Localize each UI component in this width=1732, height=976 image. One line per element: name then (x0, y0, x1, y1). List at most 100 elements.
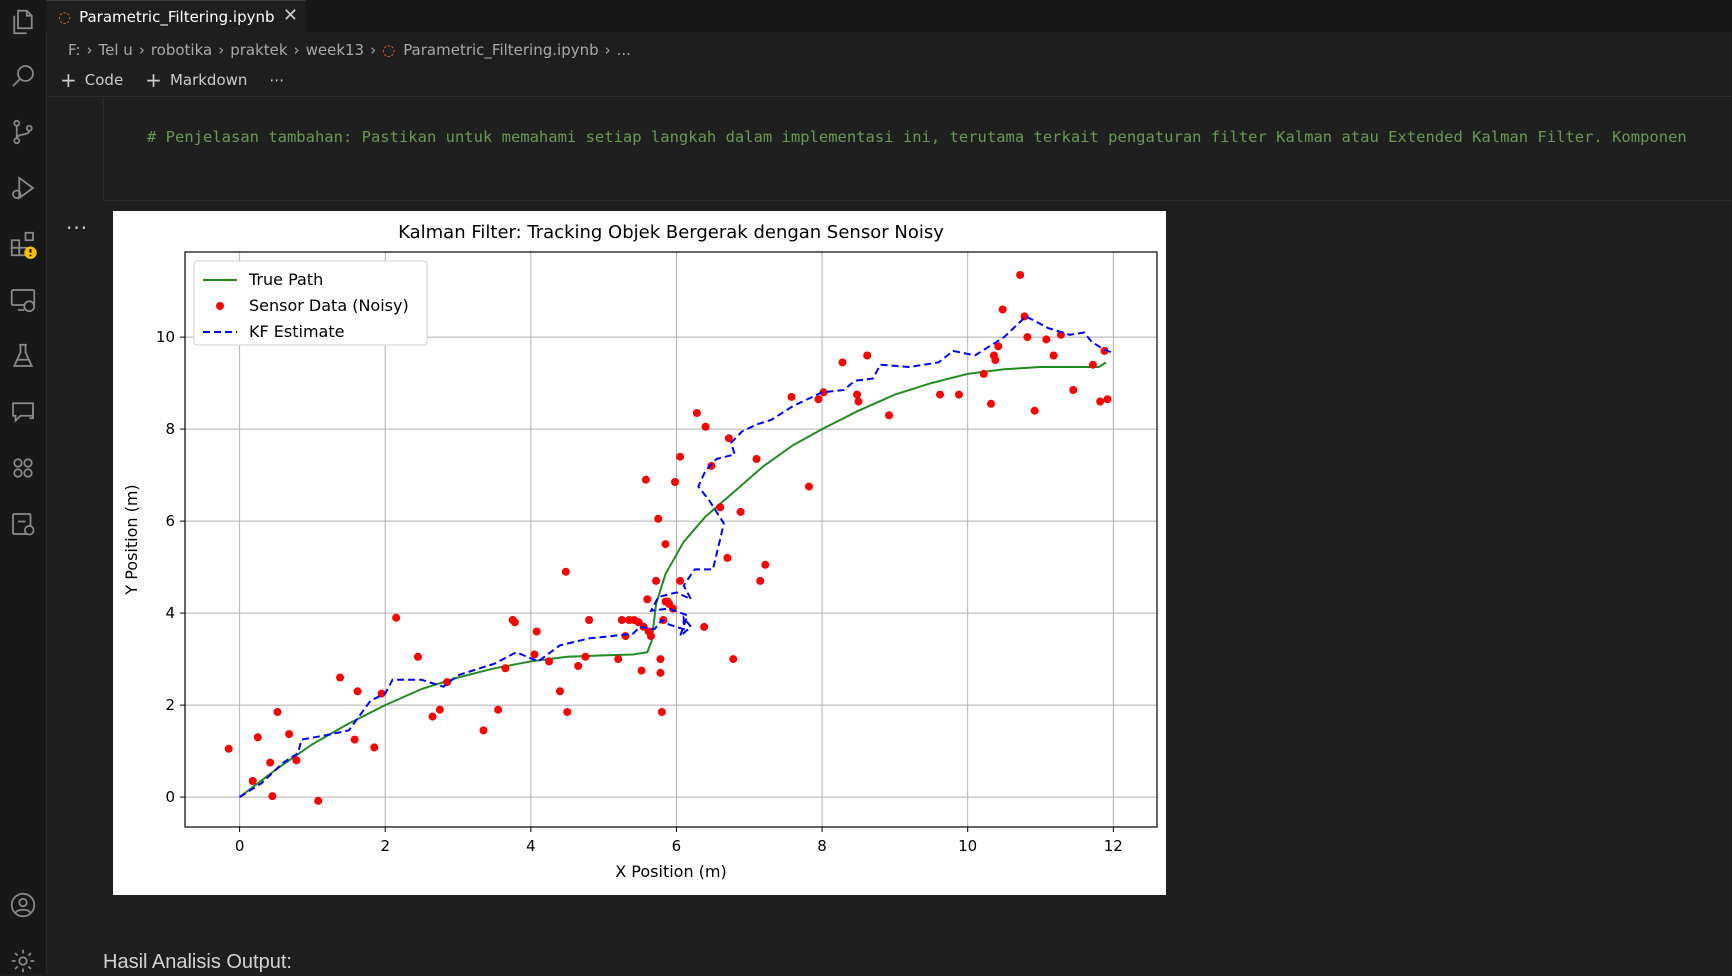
tab-label: Parametric_Filtering.ipynb (79, 7, 275, 26)
kf-estimate-line (239, 315, 1114, 798)
add-code-cell-button[interactable]: + Code (60, 70, 123, 90)
breadcrumb-item[interactable]: Parametric_Filtering.ipynb (403, 41, 599, 59)
breadcrumb-item[interactable]: week13 (305, 41, 365, 59)
sensor-data-point (479, 726, 488, 735)
extensions-icon[interactable] (0, 224, 46, 264)
output-actions-button[interactable]: ... (66, 210, 89, 234)
true-path-line (238, 361, 1107, 798)
sensor-data-point (563, 708, 572, 716)
remote-explorer-icon[interactable] (0, 280, 46, 320)
plus-icon: + (60, 68, 77, 92)
more-actions-button[interactable]: ⋯ (269, 71, 284, 89)
sensor-data-point (268, 792, 277, 801)
add-code-label: Code (84, 71, 124, 89)
breadcrumb-item[interactable]: praktek (230, 41, 288, 59)
breadcrumb-item[interactable]: robotika (150, 41, 213, 59)
explorer-icon[interactable] (0, 2, 46, 42)
sensor-data-point (979, 369, 988, 378)
jupyter-notebook-icon: ◌ (382, 41, 396, 59)
x-tick-label: 12 (1104, 837, 1123, 855)
plot-output: 0 2 4 6 8 10 12 0 2 4 6 8 10 Kalman Filter: Tracking … (113, 211, 1166, 895)
sensor-data-point (1023, 333, 1032, 342)
sensor-data-point (336, 673, 345, 682)
chat-icon[interactable] (0, 392, 46, 432)
settings-sync-icon[interactable] (0, 504, 46, 544)
sensor-data-point (1103, 395, 1112, 404)
sensor-data-point (729, 655, 738, 664)
tab-parametric-filtering[interactable]: ◌ Parametric_Filtering.ipynb ✕ (46, 0, 306, 32)
sensor-data-point (501, 664, 510, 673)
run-debug-icon[interactable] (0, 168, 46, 208)
chevron-right-icon: › (293, 41, 300, 59)
close-icon[interactable]: ✕ (282, 5, 298, 26)
search-icon[interactable] (0, 56, 46, 96)
chevron-right-icon: › (138, 41, 145, 59)
sensor-data-point (752, 455, 761, 463)
more-actions-icon: ⋯ (269, 71, 285, 89)
add-markdown-cell-button[interactable]: + Markdown (145, 70, 247, 90)
y-tick-label: 0 (165, 788, 175, 806)
y-axis-label: Y Position (m) (122, 484, 141, 595)
y-tick-label: 4 (165, 604, 175, 622)
sensor-data-point (701, 422, 710, 431)
sensor-data-point (676, 452, 685, 461)
plot-frame (184, 251, 1158, 828)
sensor-data-point (574, 662, 583, 670)
sensor-data-point (428, 712, 437, 721)
breadcrumb: F: › Tel u › robotika › praktek › week13 › ◌ Parame… (68, 38, 631, 62)
breadcrumb-item[interactable]: Tel u (98, 41, 133, 59)
x-tick-label: 6 (672, 837, 682, 855)
sensor-data-point (314, 796, 323, 805)
sensor-data-point (761, 560, 770, 569)
source-control-icon[interactable] (0, 112, 46, 152)
sensor-data-point (656, 655, 665, 664)
sensor-data-point (435, 705, 444, 714)
code-cell[interactable]: # Penjelasan tambahan: Pastikan untuk me… (103, 98, 1732, 201)
sensor-data-point (266, 758, 275, 767)
x-tick-label: 8 (817, 837, 827, 855)
sensor-data-point (853, 390, 862, 399)
sensor-data-point (292, 756, 301, 765)
extension-packs-icon[interactable] (0, 448, 46, 488)
sensor-data-point (581, 652, 590, 661)
breadcrumb-item[interactable]: F: (68, 41, 81, 59)
sensor-data-point (1100, 346, 1109, 355)
testing-icon[interactable] (0, 336, 46, 376)
sensor-data-point (756, 576, 765, 585)
sensor-data-point (692, 409, 701, 417)
sensor-data-point (530, 650, 539, 659)
plus-icon: + (145, 68, 162, 92)
sensor-data-point (654, 514, 663, 523)
sensor-data-point (273, 708, 282, 716)
sensor-data-point (646, 632, 655, 641)
sensor-data-point (350, 735, 359, 744)
sensor-data-point (285, 730, 294, 739)
legend-marker-sensor (216, 302, 224, 310)
sensor-data-point (1096, 397, 1105, 406)
sensor-data-point (994, 342, 1003, 351)
account-icon[interactable] (0, 890, 46, 920)
sensor-data-point (854, 397, 863, 406)
sensor-data-point (353, 687, 362, 696)
sensor-data-point (617, 616, 626, 624)
sensor-data-point (641, 475, 650, 484)
sensor-data-point (652, 576, 661, 585)
sensor-data-point (634, 618, 643, 627)
sensor-data-point (413, 652, 422, 661)
manage-gear-icon[interactable] (0, 946, 46, 976)
code-comment-line: # Penjelasan tambahan: Pastikan untuk me… (147, 128, 1687, 146)
sensor-data-point (676, 576, 685, 585)
sensor-data-point (819, 388, 828, 397)
sensor-data-point (1030, 406, 1039, 415)
jupyter-notebook-icon: ◌ (58, 7, 72, 26)
sensor-data-point (643, 595, 652, 604)
sensor-data-point (1088, 360, 1097, 369)
sensor-data-point (885, 411, 894, 420)
sensor-data-point (1042, 335, 1051, 344)
chevron-right-icon: › (604, 41, 611, 59)
sensor-data-point (585, 616, 594, 624)
kalman-filter-chart: 0 2 4 6 8 10 12 0 2 4 6 8 10 Kalman Filter: Tracking … (122, 222, 1158, 881)
breadcrumb-item[interactable]: ... (616, 41, 631, 59)
sensor-data-point (532, 627, 541, 636)
y-tick-label: 8 (165, 420, 175, 438)
